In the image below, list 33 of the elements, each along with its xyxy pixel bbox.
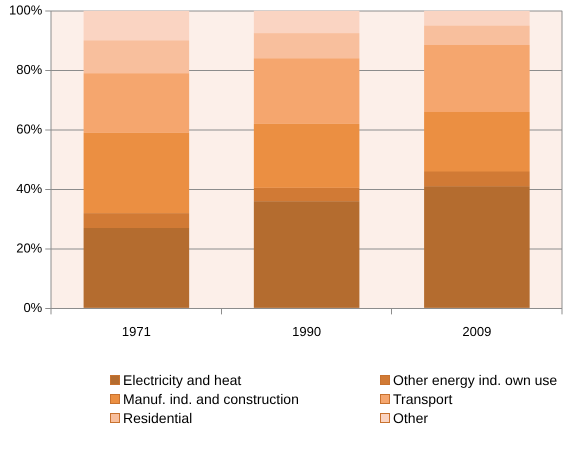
bar (84, 132, 190, 214)
bar (84, 73, 190, 133)
legend-label: Residential (123, 410, 192, 426)
y-tick-label: 20% (16, 240, 43, 256)
y-tick-label: 100% (9, 2, 43, 18)
bar (84, 228, 190, 308)
bar (254, 58, 360, 124)
bar (424, 112, 530, 172)
bar (84, 10, 190, 41)
legend-label: Other energy ind. own use (393, 372, 558, 388)
bar (424, 186, 530, 308)
x-tick-label: 2009 (462, 324, 492, 339)
legend-label: Electricity and heat (123, 372, 242, 388)
legend-label: Other (393, 410, 428, 426)
x-tick-label: 1971 (122, 324, 151, 339)
bar (424, 26, 530, 46)
bar (84, 213, 190, 228)
bar (424, 172, 530, 186)
bar (424, 45, 530, 112)
bar (84, 40, 190, 74)
bar (254, 188, 360, 202)
bar (254, 10, 360, 34)
legend-label: Transport (393, 391, 452, 407)
bar (254, 124, 360, 188)
y-tick-label: 80% (16, 62, 43, 77)
legend-label: Manuf. ind. and construction (123, 391, 299, 407)
y-tick-label: 40% (16, 180, 43, 196)
x-tick-label: 1990 (292, 324, 322, 339)
bar (254, 201, 360, 308)
bar (254, 33, 360, 58)
y-tick-label: 0% (23, 300, 43, 315)
y-tick-label: 60% (16, 121, 43, 136)
bar (424, 10, 530, 26)
